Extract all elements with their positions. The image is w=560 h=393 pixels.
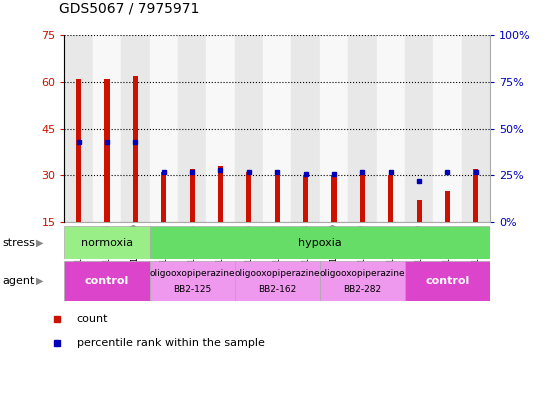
Bar bbox=[303, 175, 308, 222]
Bar bbox=[274, 172, 280, 222]
Bar bbox=[76, 79, 81, 222]
Text: ▶: ▶ bbox=[36, 238, 44, 248]
Bar bbox=[150, 35, 178, 222]
Bar bbox=[461, 35, 490, 222]
Text: stress: stress bbox=[3, 238, 36, 248]
Bar bbox=[218, 166, 223, 222]
Text: percentile rank within the sample: percentile rank within the sample bbox=[77, 338, 264, 348]
Bar bbox=[405, 35, 433, 222]
Bar bbox=[388, 175, 393, 222]
Bar bbox=[93, 35, 121, 222]
Text: BB2-125: BB2-125 bbox=[173, 285, 211, 294]
Bar bbox=[320, 261, 405, 301]
Bar bbox=[64, 261, 150, 301]
Bar bbox=[235, 261, 320, 301]
Text: normoxia: normoxia bbox=[81, 238, 133, 248]
Text: agent: agent bbox=[3, 276, 35, 286]
Bar bbox=[150, 226, 490, 259]
Bar bbox=[64, 35, 93, 222]
Bar bbox=[133, 76, 138, 222]
Text: hypoxia: hypoxia bbox=[298, 238, 342, 248]
Bar bbox=[161, 172, 166, 222]
Bar bbox=[433, 35, 461, 222]
Text: control: control bbox=[85, 276, 129, 286]
Bar bbox=[348, 35, 376, 222]
Bar bbox=[320, 35, 348, 222]
Bar bbox=[121, 35, 150, 222]
Bar bbox=[376, 35, 405, 222]
Bar bbox=[178, 35, 206, 222]
Bar bbox=[235, 35, 263, 222]
Text: oligooxopiperazine: oligooxopiperazine bbox=[235, 270, 320, 278]
Bar bbox=[64, 226, 150, 259]
Text: count: count bbox=[77, 314, 108, 324]
Text: control: control bbox=[425, 276, 470, 286]
Bar bbox=[332, 175, 337, 222]
Bar bbox=[263, 35, 291, 222]
Bar bbox=[246, 172, 251, 222]
Bar bbox=[473, 169, 478, 222]
Text: BB2-162: BB2-162 bbox=[258, 285, 296, 294]
Text: oligooxopiperazine: oligooxopiperazine bbox=[150, 270, 235, 278]
Text: BB2-282: BB2-282 bbox=[343, 285, 381, 294]
Bar bbox=[150, 261, 235, 301]
Bar bbox=[405, 261, 490, 301]
Bar bbox=[417, 200, 422, 222]
Text: GDS5067 / 7975971: GDS5067 / 7975971 bbox=[59, 2, 199, 16]
Bar bbox=[189, 169, 195, 222]
Bar bbox=[104, 79, 110, 222]
Bar bbox=[206, 35, 235, 222]
Bar bbox=[291, 35, 320, 222]
Bar bbox=[360, 172, 365, 222]
Bar bbox=[445, 191, 450, 222]
Text: ▶: ▶ bbox=[36, 276, 44, 286]
Text: oligooxopiperazine: oligooxopiperazine bbox=[320, 270, 405, 278]
